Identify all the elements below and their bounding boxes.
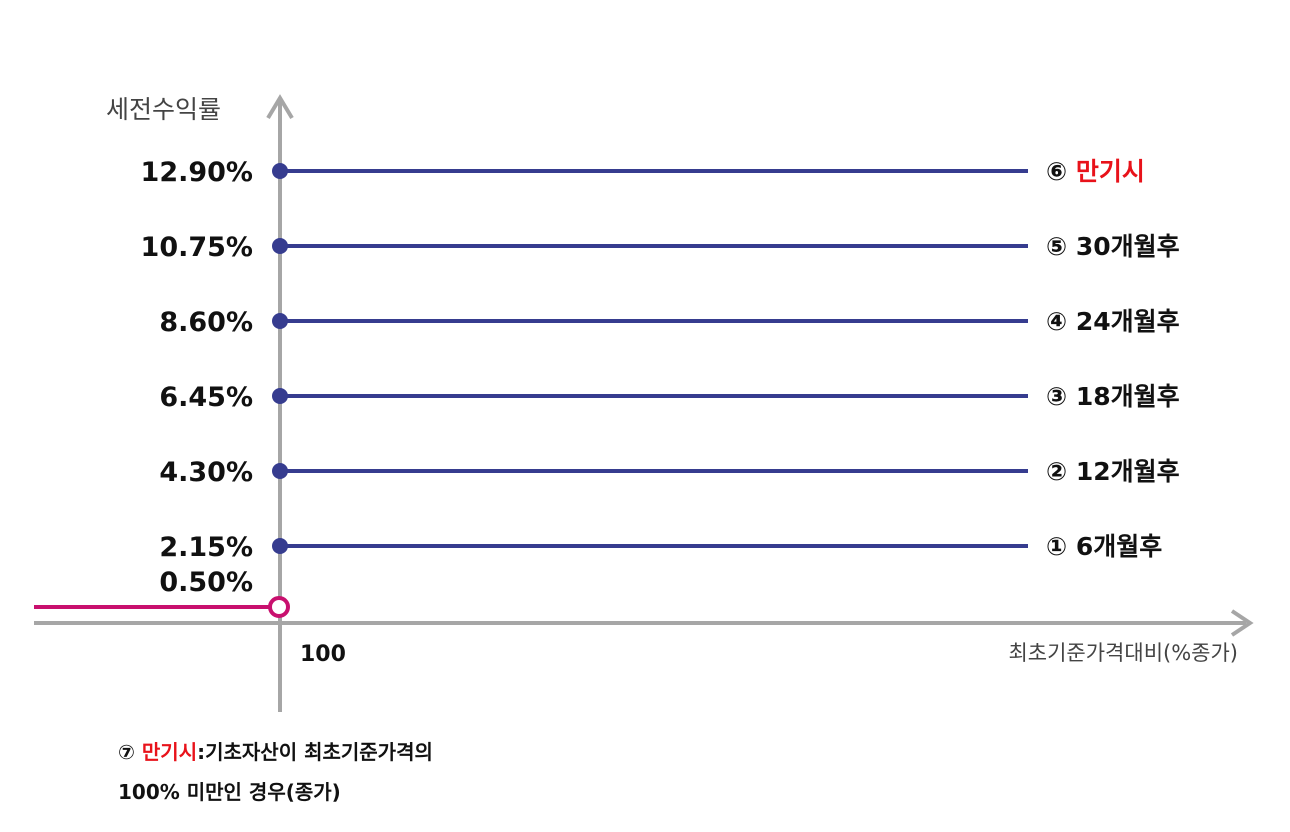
series-label: ② 12개월후: [1046, 457, 1180, 486]
level-point: [272, 388, 288, 404]
level-point: [272, 538, 288, 554]
series-marker: ①: [1046, 532, 1076, 561]
y-tick-label: 8.60%: [159, 307, 253, 338]
level-series-group: 2.15% ① 6개월후 4.30% ② 12개월후 6.45% ③ 18개월후 8.60%…: [141, 157, 1180, 563]
footnote-line1-text: :기초자산이 최초기준가격의: [197, 740, 433, 764]
series-label: ⑥ 만기시: [1046, 157, 1145, 186]
level-point: [272, 463, 288, 479]
level-point: [272, 238, 288, 254]
series-label: ⑤ 30개월후: [1046, 232, 1180, 261]
series-label: ① 6개월후: [1046, 532, 1162, 561]
series-name: 18개월후: [1076, 382, 1180, 411]
series-name: 12개월후: [1076, 457, 1180, 486]
y-tick-label: 4.30%: [159, 457, 253, 488]
x-axis-label: 최초기준가격대비(%종가): [1008, 641, 1238, 665]
series-marker: ④: [1046, 307, 1076, 336]
series-name: 만기시: [1076, 157, 1145, 186]
footnote-marker: ⑦: [118, 740, 135, 764]
y-tick-label: 6.45%: [159, 382, 253, 413]
series-name: 30개월후: [1076, 232, 1180, 261]
series-name: 24개월후: [1076, 307, 1180, 336]
level-point: [272, 313, 288, 329]
level-point: [272, 163, 288, 179]
y-tick-label: 2.15%: [159, 532, 253, 563]
x-tick-label: 100: [300, 642, 346, 667]
series-label: ④ 24개월후: [1046, 307, 1180, 336]
loss-value-label: 0.50%: [159, 567, 253, 598]
y-axis-arrow: [266, 94, 294, 120]
loss-point: [268, 596, 290, 618]
series-name: 6개월후: [1076, 532, 1162, 561]
footnote-highlight: 만기시: [141, 740, 198, 764]
footnote-line2: 100% 미만인 경우(종가): [118, 776, 341, 805]
footnote-line2-text: 100% 미만인 경우(종가): [118, 780, 341, 804]
x-axis-arrow: [1230, 609, 1254, 637]
footnote-line1: ⑦ 만기시:기초자산이 최초기준가격의: [118, 736, 433, 765]
series-label: ③ 18개월후: [1046, 382, 1180, 411]
y-tick-label: 12.90%: [141, 157, 253, 188]
series-marker: ③: [1046, 382, 1076, 411]
series-marker: ②: [1046, 457, 1076, 486]
series-marker: ⑥: [1046, 157, 1076, 186]
y-tick-label: 10.75%: [141, 232, 253, 263]
y-axis-label: 세전수익률: [106, 95, 221, 124]
series-marker: ⑤: [1046, 232, 1076, 261]
